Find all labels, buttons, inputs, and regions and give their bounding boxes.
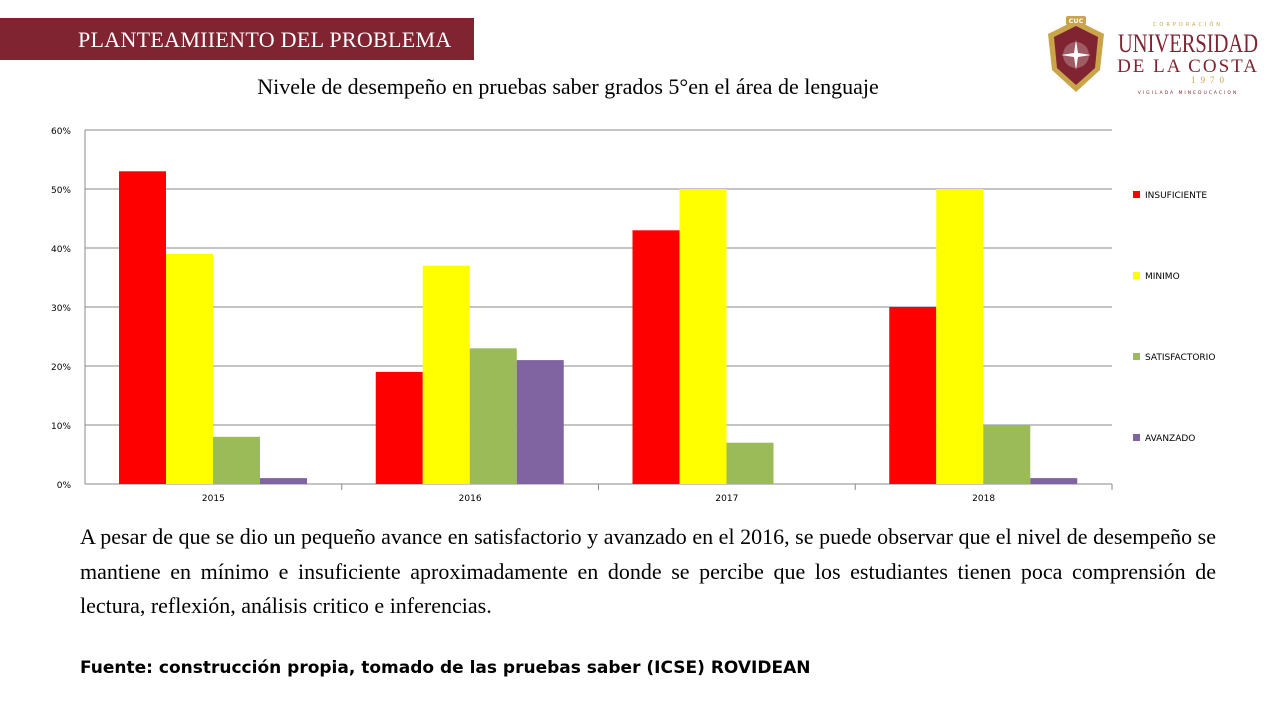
university-logo: CUC CORPORACIÓN UNIVERSIDAD DE LA COSTA …	[1048, 16, 1259, 96]
bar-satisfactorio-2016	[469, 348, 517, 484]
bar-minimo-2017	[679, 189, 727, 484]
chart-title: Nivele de desempeño en pruebas saber gra…	[257, 74, 879, 99]
header-title: PLANTEAMIIENTO DEL PROBLEMA	[78, 27, 452, 52]
legend-label-avanzado: AVANZADO	[1145, 434, 1195, 444]
bar-insuficiente-2018	[889, 307, 937, 484]
y-tick-label: 50%	[51, 186, 71, 196]
x-tick-label: 2017	[715, 494, 738, 504]
logo-top-text: CUC	[1069, 17, 1084, 25]
shield-icon: CUC	[1048, 16, 1104, 92]
bar-minimo-2018	[936, 189, 984, 484]
bar-avanzado-2015	[260, 478, 307, 484]
bar-insuficiente-2016	[375, 371, 423, 484]
legend-swatch-insuficiente	[1133, 191, 1140, 198]
y-tick-label: 60%	[51, 127, 71, 137]
logo-line1: UNIVERSIDAD	[1118, 29, 1258, 58]
logo-year: 1970	[1191, 75, 1229, 85]
bar-insuficiente-2017	[632, 230, 680, 484]
bar-avanzado-2016	[516, 360, 564, 484]
logo-line2: DE LA COSTA	[1117, 56, 1259, 77]
y-tick-label: 30%	[51, 304, 71, 314]
legend-swatch-avanzado	[1133, 434, 1140, 441]
body-paragraph: A pesar de que se dio un pequeño avance …	[80, 524, 1216, 618]
bar-minimo-2016	[422, 265, 470, 484]
logo-corp-text: CORPORACIÓN	[1153, 21, 1223, 28]
bar-avanzado-2018	[1030, 478, 1078, 484]
legend-swatch-satisfactorio	[1133, 353, 1140, 360]
legend-label-satisfactorio: SATISFACTORIO	[1145, 353, 1215, 363]
legend-swatch-minimo	[1133, 272, 1140, 279]
header-band: PLANTEAMIIENTO DEL PROBLEMA	[0, 18, 474, 60]
y-tick-label: 0%	[57, 481, 72, 491]
logo-tagline: VIGILADA MINEDUCACIÓN	[1138, 89, 1239, 96]
bar-satisfactorio-2017	[726, 442, 774, 484]
x-tick-label: 2016	[459, 494, 482, 504]
x-tick-label: 2015	[202, 494, 225, 504]
bar-satisfactorio-2018	[983, 425, 1031, 484]
bar-chart: 0% 10% 20% 30% 40% 50% 60% 2015 2016 2017 2018 INSU…	[51, 127, 1215, 504]
bar-insuficiente-2015	[119, 171, 166, 485]
bar-satisfactorio-2015	[213, 436, 260, 484]
y-tick-label: 20%	[51, 363, 71, 373]
legend-label-minimo: MINIMO	[1145, 272, 1180, 282]
source-note: Fuente: construcción propia, tomado de l…	[80, 658, 811, 678]
y-tick-label: 10%	[51, 422, 71, 432]
x-tick-label: 2018	[972, 494, 995, 504]
legend-label-insuficiente: INSUFICIENTE	[1145, 191, 1207, 201]
bar-minimo-2015	[166, 253, 213, 484]
y-tick-label: 40%	[51, 245, 71, 255]
